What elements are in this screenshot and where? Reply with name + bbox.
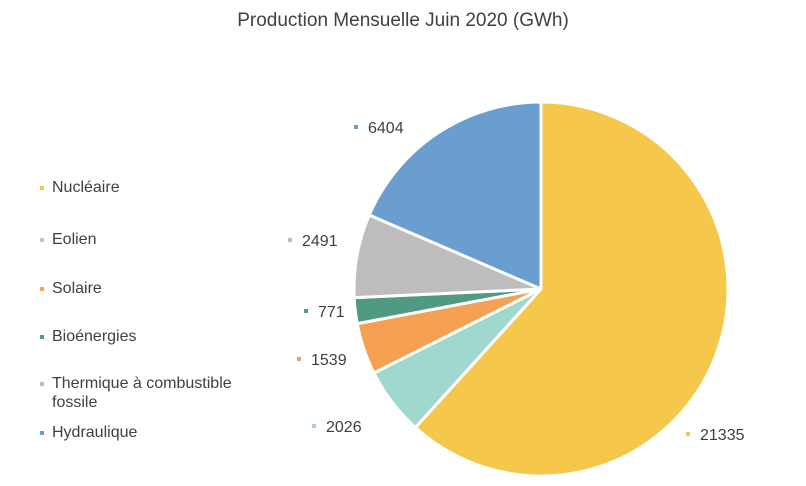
data-label-marker-eolien — [312, 424, 316, 428]
legend-item-hydraulique: Hydraulique — [40, 423, 137, 442]
legend-marker — [40, 382, 44, 386]
data-label-solaire: 1539 — [311, 352, 347, 369]
legend-label: Thermique à combustible fossile — [52, 375, 232, 411]
legend-item-solaire: Solaire — [40, 279, 102, 298]
legend-item-bioenergies: Bioénergies — [40, 327, 137, 346]
data-label-marker-hydraulique — [354, 125, 358, 129]
data-label-eolien: 2026 — [326, 419, 362, 436]
data-label-marker-bioenergies — [304, 309, 308, 313]
legend-item-thermique: Thermique à combustible fossile — [40, 374, 260, 412]
data-label-bioenergies: 771 — [318, 304, 345, 321]
legend-label: Bioénergies — [52, 328, 137, 345]
data-label-marker-nucleaire — [686, 432, 690, 436]
data-label-nucleaire: 21335 — [700, 427, 745, 444]
legend-item-eolien: Eolien — [40, 230, 96, 249]
data-label-marker-thermique — [288, 238, 292, 242]
legend-label: Solaire — [52, 280, 102, 297]
pie-slice-hydraulique — [367, 100, 543, 291]
data-label-marker-solaire — [297, 357, 301, 361]
data-label-thermique: 2491 — [302, 233, 338, 250]
legend-label: Nucléaire — [52, 179, 120, 196]
legend-marker — [40, 238, 44, 242]
legend-label: Eolien — [52, 231, 97, 248]
legend-label: Hydraulique — [52, 424, 138, 441]
legend-marker — [40, 287, 44, 291]
legend-marker — [40, 335, 44, 339]
data-label-hydraulique: 6404 — [368, 120, 404, 137]
legend-marker — [40, 431, 44, 435]
chart-title: Production Mensuelle Juin 2020 (GWh) — [237, 10, 569, 31]
pie-slice-nucleaire — [413, 100, 730, 478]
legend-item-nucleaire: Nucléaire — [40, 178, 120, 197]
legend-marker — [40, 186, 44, 190]
